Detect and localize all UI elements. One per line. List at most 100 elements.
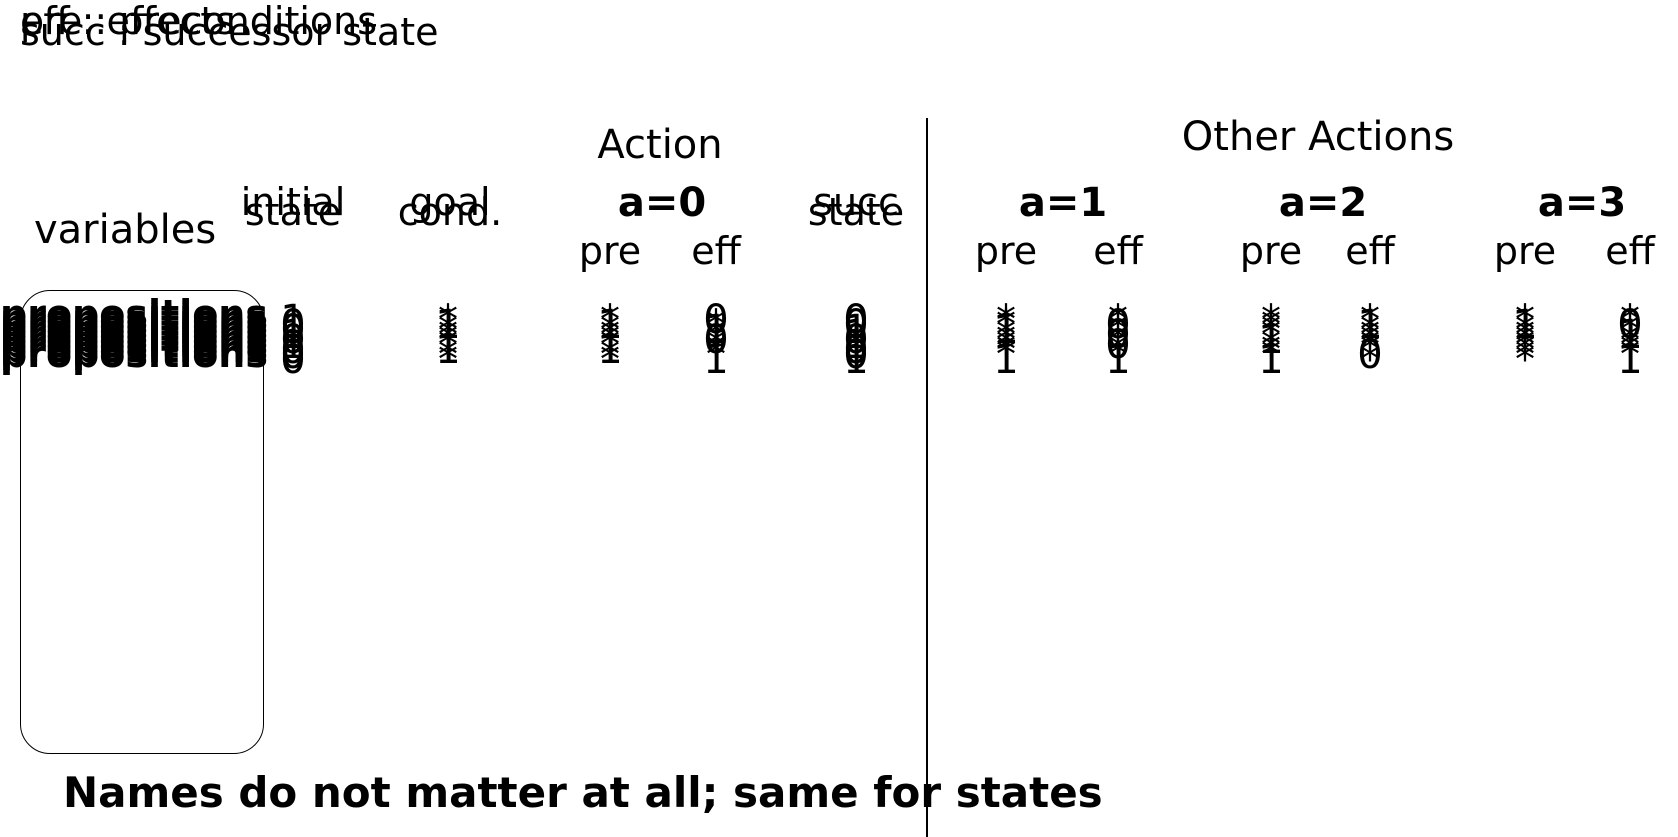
a0-header: a=0 [617,180,707,226]
a3-pre-value-3: * [1515,312,1535,358]
a0-pre-value-5: * [600,322,620,368]
a1-eff-value-5: 0 [1105,322,1131,368]
a0-eff-value-5: * [706,322,726,368]
variables-header: variables [34,207,217,253]
initial-state-value-4: 0 [280,317,306,363]
a2-eff-value-6: * [1360,327,1380,373]
a3-eff-value-1: 0 [1617,302,1643,348]
a0-pre-value-2: * [600,307,620,353]
proposition-0: propositions [0,292,268,336]
a1-eff-value-6: * [1108,327,1128,373]
a0-eff-value-3: * [706,312,726,358]
a1-eff-value-4: * [1108,317,1128,363]
a2-pre-value-2: * [1261,307,1281,353]
a3-eff-value-8: 1 [1617,337,1643,383]
a2-pre-value-5: * [1261,322,1281,368]
a1-pre-value-7: * [996,332,1016,378]
a2-pre-value-4: 1 [1258,317,1284,363]
goal-cond-value-0: * [438,297,458,343]
a0-eff-value-4: 0 [703,317,729,363]
a0-pre-value-1: 1 [597,302,623,348]
a3-eff-value-7: * [1620,332,1640,378]
proposition-3: propositions [0,307,268,351]
a0-pre-value-6: 1 [597,327,623,373]
a2-eff-header: eff [1345,229,1395,273]
a1-eff-value-0: * [1108,297,1128,343]
goal-cond-value-8: * [438,337,458,383]
a0-pre-value-3: * [600,312,620,358]
a3-eff-value-0: * [1620,297,1640,343]
succ-state-value-6: 0 [843,327,869,373]
proposition-8: propositions [0,332,268,376]
a3-eff-value-2: * [1620,307,1640,353]
a1-pre-value-1: * [996,302,1016,348]
a2-eff-value-7: 0 [1357,332,1383,378]
goal-cond-value-2: * [438,307,458,353]
legend-succ: succ : successor state [20,10,439,54]
a3-pre-value-4: * [1515,317,1535,363]
legend-eff: eff : effects [20,0,236,43]
proposition-5: propositions [0,317,268,361]
a2-eff-value-1: 1 [1357,302,1383,348]
a0-eff-value-7: * [706,332,726,378]
proposition-4: propositions [0,312,268,356]
a3-pre-value-7: * [1515,332,1535,378]
a2-eff-value-2: * [1360,307,1380,353]
proposition-2: propositions [0,302,268,346]
initial-state-header: state [244,190,342,234]
a2-pre-value-8: 1 [1258,337,1284,383]
a3-pre-value-2: * [1515,307,1535,353]
a0-eff-header: eff [691,229,741,273]
a2-pre-header: pre [1239,229,1303,273]
a2-pre-value-7: * [1261,332,1281,378]
succ-state-value-1: 0 [843,302,869,348]
a0-eff-value-2: 1 [703,307,729,353]
a0-eff-value-8: 1 [703,337,729,383]
a1-pre-header: pre [974,229,1038,273]
initial-state-value-3: 1 [280,312,306,358]
succ-state-value-0: 0 [843,297,869,343]
a3-eff-value-6: * [1620,327,1640,373]
a1-eff-value-2: * [1108,307,1128,353]
proposition-6: propositions [0,322,268,366]
legend-pre: pre : preconditions [20,0,378,43]
goal-cond-value-4: * [438,317,458,363]
a1-pre-value-0: * [996,297,1016,343]
a0-eff-value-1: * [706,302,726,348]
initial-state-value-5: 1 [280,322,306,368]
succ-state-header: state [807,190,905,234]
footer-note: Names do not matter at all; same for sta… [63,768,1103,817]
goal-cond-value-5: * [438,322,458,368]
a0-eff-value-6: * [706,327,726,373]
proposition-7: propositions [0,327,268,371]
initial-state-value-0: 1 [280,297,306,343]
a1-eff-value-7: * [1108,332,1128,378]
a1-eff-value-8: 1 [1105,337,1131,383]
initial-state-value-7: 0 [280,332,306,378]
a2-pre-value-1: * [1261,302,1281,348]
goal-cond-header: cond. [397,190,503,234]
initial-state-value-6: 0 [280,327,306,373]
a3-header: a=3 [1537,180,1627,226]
a1-header: a=1 [1018,180,1108,226]
a1-eff-value-1: 0 [1105,302,1131,348]
succ-header: succ [813,180,899,224]
a0-pre-value-8: * [600,337,620,383]
a3-pre-value-6: * [1515,327,1535,373]
a1-pre-value-3: * [996,312,1016,358]
a3-eff-header: eff [1605,229,1655,273]
a3-eff-value-4: * [1620,317,1640,363]
a1-eff-value-3: 0 [1105,312,1131,358]
a0-pre-header: pre [578,229,642,273]
a1-pre-value-2: 1 [993,307,1019,353]
a0-eff-value-0: 0 [703,297,729,343]
succ-state-value-5: 1 [843,322,869,368]
proposition-1: propositions [0,297,268,341]
a3-pre-value-8: * [1515,337,1535,383]
variables-box [20,290,264,754]
a2-pre-value-0: * [1261,297,1281,343]
goal-cond-value-1: 1 [435,302,461,348]
other-actions-header: Other Actions [1181,114,1455,160]
initial-state-value-2: 0 [280,307,306,353]
